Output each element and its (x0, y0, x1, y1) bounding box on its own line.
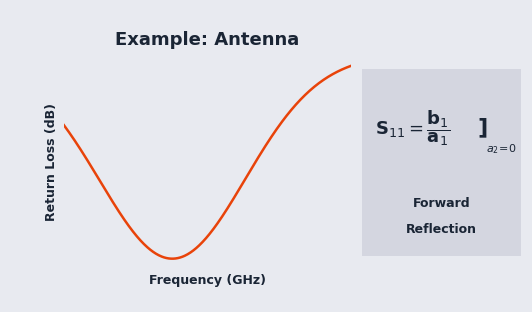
Text: $a_2\!=\!0$: $a_2\!=\!0$ (486, 142, 517, 156)
Text: $\mathbf{S}_{11} = \dfrac{\mathbf{b}_1}{\mathbf{a}_1}$: $\mathbf{S}_{11} = \dfrac{\mathbf{b}_1}{… (375, 109, 450, 149)
Text: Forward: Forward (413, 197, 470, 210)
Title: Example: Antenna: Example: Antenna (115, 31, 300, 49)
Y-axis label: Return Loss (dB): Return Loss (dB) (45, 103, 59, 221)
X-axis label: Frequency (GHz): Frequency (GHz) (149, 274, 266, 287)
Text: Reflection: Reflection (406, 223, 477, 236)
Text: $\mathbf{]}$: $\mathbf{]}$ (477, 117, 487, 140)
